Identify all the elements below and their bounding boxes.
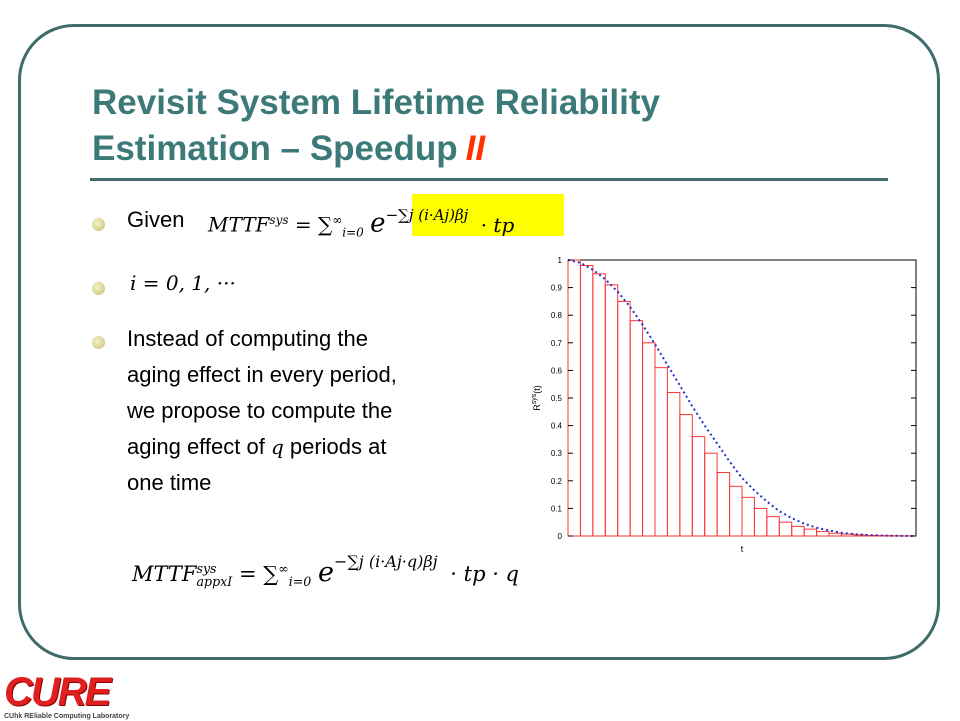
equation-mttf-approx: MTTFsysappxI = ∑∞i=0 e−∑j (i·Aj·q)βj · t… [132, 548, 519, 602]
eq1-exponent: −∑j (i·Aj)βj [386, 206, 469, 224]
bullet-marker [92, 282, 105, 295]
eq2-tail: · tp · q [450, 562, 519, 586]
eq1-lhs: MTTF [208, 213, 269, 237]
eq2-sum: = ∑ [239, 562, 278, 586]
bullet-periods-at: periods at [290, 434, 387, 459]
bullet-marker [92, 336, 105, 349]
y-tick-label: 0.6 [551, 366, 563, 375]
y-tick-label: 0.1 [551, 504, 563, 513]
bullet-instead-line1: Instead of computing the [127, 322, 368, 356]
y-tick-label: 0.3 [551, 449, 563, 458]
y-tick-label: 0.7 [551, 339, 563, 348]
eq2-sum-sub: i=0 [289, 574, 312, 589]
x-axis-label: t [741, 544, 744, 554]
y-tick-label: 0.5 [551, 394, 563, 403]
bullet-instead-line2: aging effect in every period, [127, 358, 397, 392]
title-underline [90, 178, 888, 181]
eq2-e: e [318, 557, 334, 588]
bullet-instead-line3: we propose to compute the [127, 394, 392, 428]
y-tick-label: 1 [558, 256, 563, 265]
reliability-chart: 0 0.1 0.2 0.3 0.4 0.5 0.6 0.7 0.8 0.9 1 t Rsys(t) [520, 250, 924, 560]
y-tick-label: 0.2 [551, 477, 563, 486]
slide-title: Revisit System Lifetime Reliability Esti… [92, 80, 892, 172]
bullet-instead-line4: aging effect of q periods at [127, 430, 387, 464]
logo-text: CURE [4, 672, 129, 712]
eq1-sum: = ∑ [295, 213, 332, 237]
title-accent: II [466, 129, 485, 168]
bullet-aging-of: aging effect of [127, 434, 265, 459]
eq2-lhs: MTTF [132, 562, 196, 586]
eq1-tail: · tp [481, 213, 515, 237]
eq1-lhs-sup: sys [269, 213, 288, 227]
y-tick-label: 0.8 [551, 311, 563, 320]
eq2-sum-sup: ∞ [278, 561, 289, 576]
equation-i-range: i = 0, 1, ··· [130, 266, 236, 300]
cure-logo: CURE CUhk REliable Computing Laboratory [4, 672, 129, 721]
eq2-lhs-sub: appxI [197, 574, 233, 589]
eq1-e: e [370, 209, 385, 239]
var-q: q [271, 435, 284, 459]
bullet-marker [92, 218, 105, 231]
eq1-sum-sub: i=0 [342, 226, 364, 240]
title-line-2-text: Estimation – Speedup [92, 129, 458, 168]
y-tick-label: 0 [558, 532, 563, 541]
y-axis-label: Rsys(t) [531, 385, 542, 411]
bullet-instead-line5: one time [127, 466, 211, 500]
eq1-sum-sup: ∞ [332, 213, 342, 227]
title-line-1: Revisit System Lifetime Reliability [92, 80, 892, 126]
eq2-exponent: −∑j (i·Aj·q)βj [334, 552, 438, 571]
equation-mttf: MTTFsys = ∑∞i=0 e−∑j (i·Aj)βj · tp [208, 202, 514, 250]
bullet-given: Given [127, 203, 184, 237]
y-tick-label: 0.9 [551, 284, 563, 293]
y-tick-label: 0.4 [551, 422, 563, 431]
